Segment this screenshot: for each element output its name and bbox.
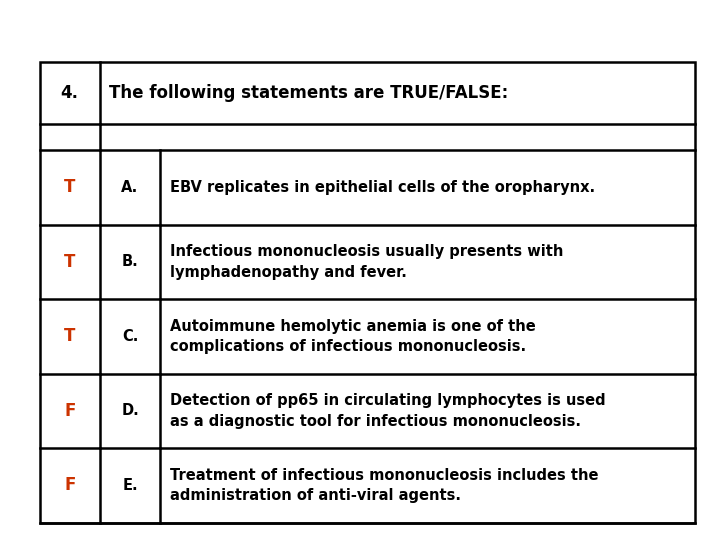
Text: The following statements are TRUE/FALSE:: The following statements are TRUE/FALSE: [109, 84, 508, 102]
Bar [40, 62, 695, 523]
Text: T: T [64, 178, 76, 197]
Text: F: F [64, 402, 76, 420]
Text: 4.: 4. [60, 84, 78, 102]
Text: E.: E. [122, 478, 138, 493]
Text: Infectious mononucleosis usually presents with
lymphadenopathy and fever.: Infectious mononucleosis usually present… [169, 244, 563, 280]
Text: Detection of pp65 in circulating lymphocytes is used
as a diagnostic tool for in: Detection of pp65 in circulating lymphoc… [169, 393, 605, 429]
Text: D.: D. [121, 403, 139, 418]
Text: T: T [64, 327, 76, 346]
Text: C.: C. [122, 329, 138, 344]
Text: B.: B. [122, 254, 138, 269]
Text: A.: A. [122, 180, 139, 195]
Text: Autoimmune hemolytic anemia is one of the
complications of infectious mononucleo: Autoimmune hemolytic anemia is one of th… [169, 319, 535, 354]
Text: T: T [64, 253, 76, 271]
Text: EBV replicates in epithelial cells of the oropharynx.: EBV replicates in epithelial cells of th… [169, 180, 595, 195]
Text: Treatment of infectious mononucleosis includes the
administration of anti-viral : Treatment of infectious mononucleosis in… [169, 468, 598, 503]
Text: F: F [64, 476, 76, 495]
